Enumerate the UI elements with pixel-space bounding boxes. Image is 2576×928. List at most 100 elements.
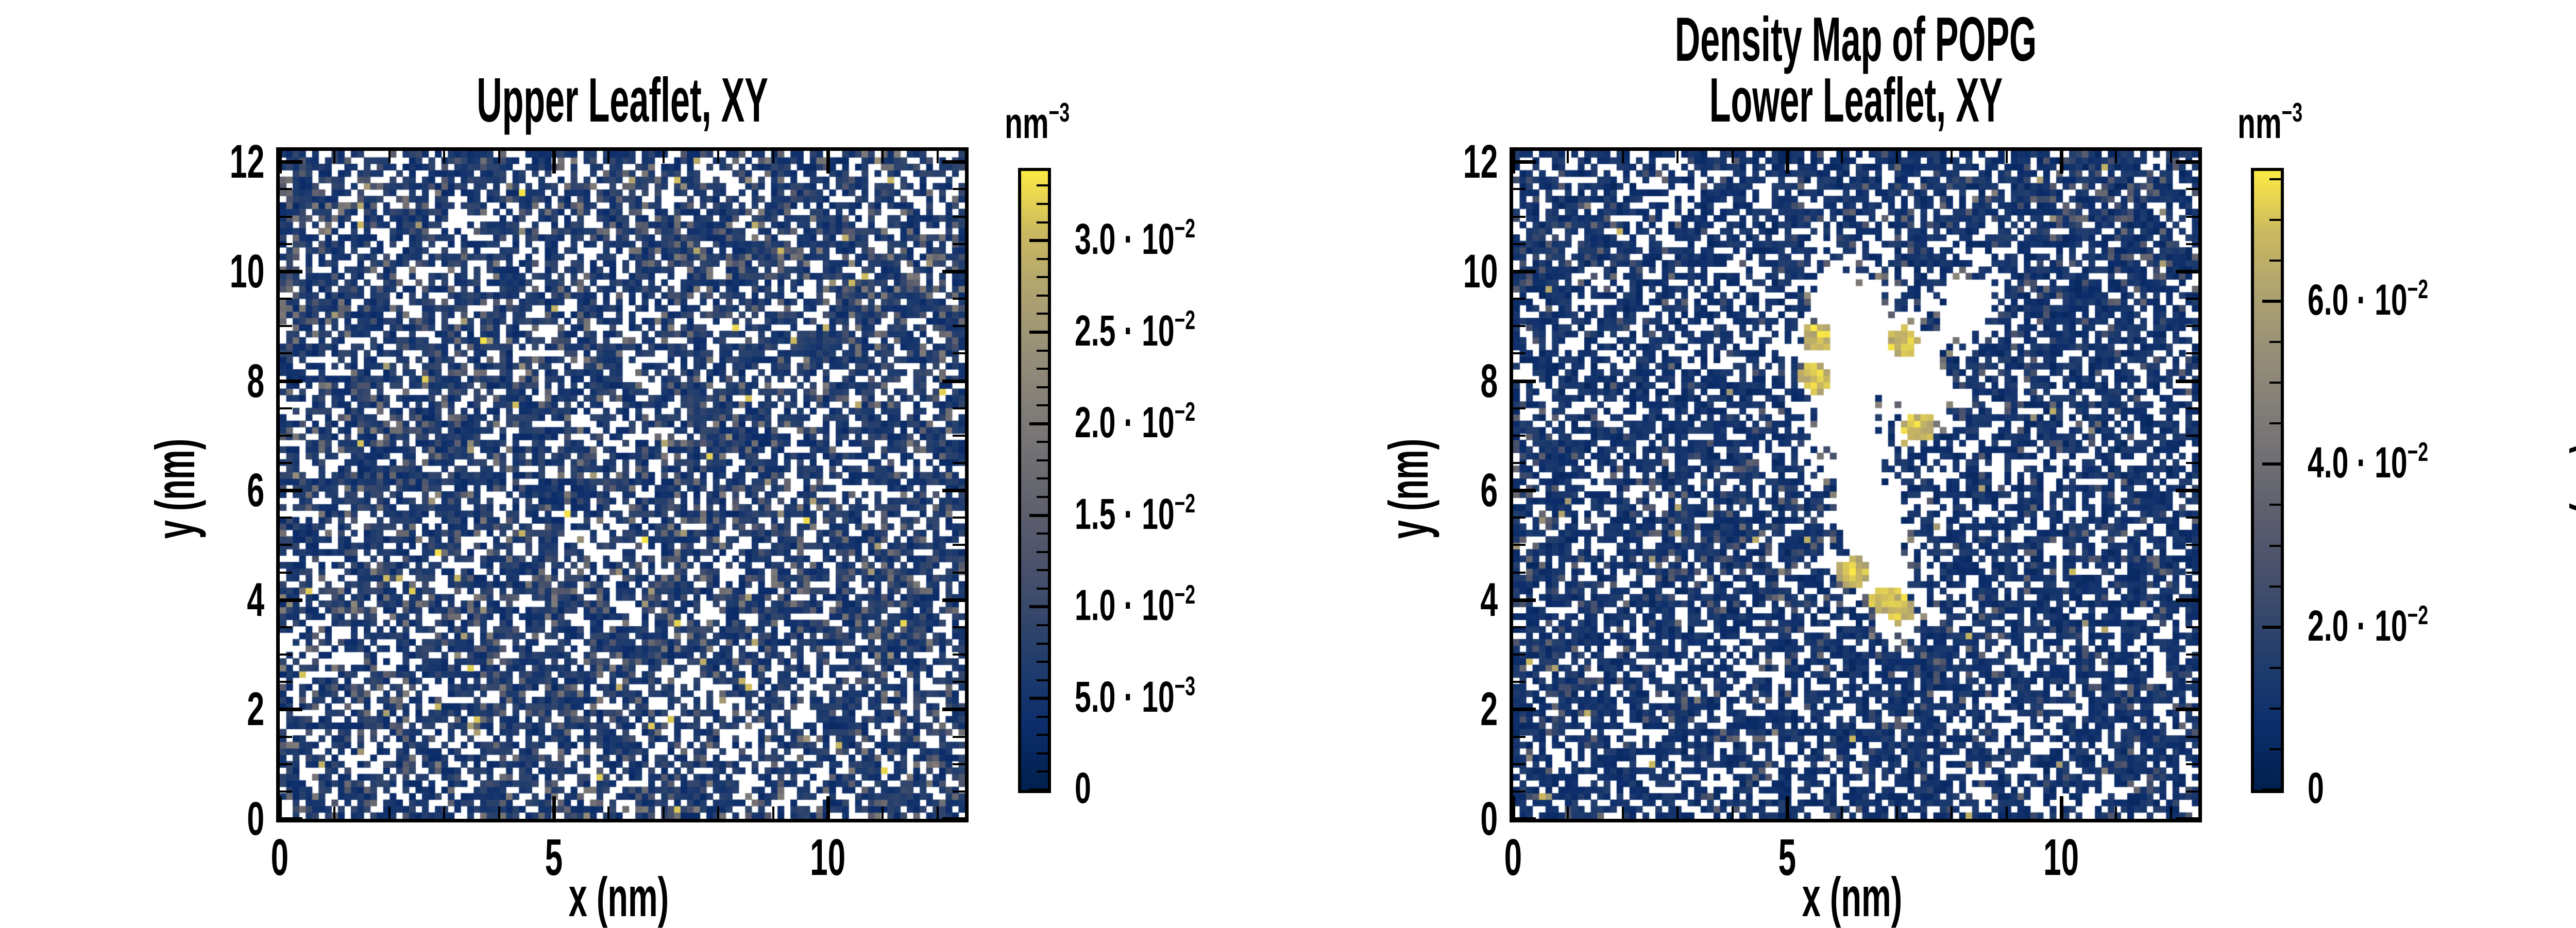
x-tick-label-text: 10 (810, 829, 846, 886)
y-major-tick (942, 160, 965, 164)
colorbar-minor-tick (1037, 368, 1048, 370)
colorbar-tick-label: 2.0 · 10−2 (2308, 600, 2576, 650)
colorbar-minor-tick (1037, 569, 1048, 571)
x-minor-tick (663, 151, 665, 163)
heatmap-canvas-upper-leaflet (280, 151, 965, 819)
y-minor-tick (2186, 544, 2198, 546)
y-major-tick (280, 379, 302, 383)
exponent: −2 (1174, 489, 1196, 519)
y-major-tick (280, 488, 302, 492)
y-major-tick (942, 817, 965, 821)
x-minor-tick (443, 806, 445, 819)
x-minor-tick (1732, 806, 1734, 819)
y-minor-tick (953, 407, 965, 409)
colorbar-minor-tick (1037, 532, 1048, 535)
axes-upper-leaflet (276, 147, 969, 822)
y-tick-label-text: 6 (1480, 464, 1498, 517)
y-minor-tick (953, 243, 965, 245)
colorbar-major-tick (2262, 626, 2281, 629)
x-minor-tick (607, 151, 609, 163)
colorbar-minor-tick (1037, 184, 1048, 186)
colorbar-unit-lower-leaflet: nm−3 (2238, 98, 2303, 147)
colorbar-unit-upper-leaflet: nm−3 (1005, 98, 1070, 147)
x-major-tick (552, 151, 556, 174)
y-major-tick (2176, 707, 2198, 711)
colorbar-tick-label-text: 2.0 · 10−2 (2308, 600, 2429, 650)
y-tick-label: 0 (2528, 454, 2576, 501)
x-tick-label: 5 (1710, 832, 1865, 883)
x-minor-tick (2115, 151, 2117, 163)
x-minor-tick (1732, 151, 1734, 163)
x-major-tick (1785, 151, 1789, 174)
colorbar-minor-tick (2269, 260, 2281, 262)
colorbar-tick-label-text: 0 (2308, 764, 2324, 812)
y-minor-tick (280, 243, 292, 245)
y-minor-tick (2186, 216, 2198, 218)
y-minor-tick (1513, 544, 1526, 546)
x-minor-tick (772, 806, 774, 819)
y-minor-tick (280, 407, 292, 409)
y-major-tick (1513, 379, 1536, 383)
x-major-tick (826, 151, 830, 174)
y-tick-label: −2 (2528, 571, 2576, 618)
x-major-tick (826, 796, 830, 819)
y-tick-label-text: 0 (247, 793, 264, 845)
colorbar-minor-tick (1037, 496, 1048, 498)
y-major-tick (2176, 598, 2198, 602)
x-minor-tick (1676, 806, 1679, 819)
y-tick-label: 8 (110, 357, 264, 405)
y-minor-tick (953, 517, 965, 519)
x-minor-tick (1676, 151, 1679, 163)
colorbar-minor-tick (2269, 708, 2281, 710)
y-minor-tick (1513, 736, 1526, 738)
colorbar-tick-label: 2.5 · 10−2 (1075, 305, 1363, 355)
y-tick-label-text: 4 (1480, 573, 1498, 626)
x-tick-label-text: 10 (2043, 829, 2079, 886)
colorbar-minor-tick (1037, 386, 1048, 388)
y-minor-tick (953, 298, 965, 300)
x-minor-tick (388, 806, 391, 819)
x-minor-tick (1622, 151, 1624, 163)
y-major-tick (280, 707, 302, 711)
x-axis-label-lower-leaflet: x (nm) (1802, 866, 1903, 928)
y-tick-label-text: 4 (247, 573, 264, 626)
x-tick-label: 10 (751, 832, 905, 883)
y-major-tick (1513, 160, 1536, 164)
colorbar-tick-label: 6.0 · 10−2 (2308, 276, 2576, 321)
panel-title-transversal: Transversal View, YZ (2451, 87, 2576, 149)
y-minor-tick (2186, 517, 2198, 519)
y-tick-label-text: 10 (1463, 245, 1498, 298)
x-major-tick (278, 796, 282, 819)
y-minor-tick (280, 462, 292, 464)
x-major-tick (2059, 151, 2063, 174)
colorbar-minor-tick (2269, 422, 2281, 424)
y-tick-label-text: 2 (247, 683, 264, 736)
y-minor-tick (280, 681, 292, 683)
x-tick-label-text: 0 (270, 829, 289, 886)
colorbar-minor-tick (1037, 276, 1048, 278)
colorbar-tick-label-text: 1.0 · 10−2 (1075, 580, 1196, 629)
colorbar-tick-label-text: 2.5 · 10−2 (1075, 305, 1196, 355)
y-minor-tick (2186, 626, 2198, 628)
y-tick-label: 12 (1343, 138, 1498, 185)
colorbar-minor-tick (1037, 203, 1048, 205)
y-minor-tick (1513, 188, 1526, 190)
colorbar-minor-tick (2269, 748, 2281, 750)
y-tick-label: 4 (110, 576, 264, 624)
x-minor-tick (717, 151, 719, 163)
x-major-tick (2059, 796, 2063, 819)
y-tick-label: 0 (110, 795, 264, 843)
colorbar-major-tick (1029, 514, 1048, 517)
y-tick-label: 8 (1343, 357, 1498, 405)
x-major-tick (1785, 796, 1789, 819)
x-minor-tick (388, 151, 391, 163)
colorbar-minor-tick (1037, 313, 1048, 315)
y-major-tick (280, 269, 302, 273)
y-tick-label: 4 (2528, 219, 2576, 267)
colorbar-minor-tick (2269, 667, 2281, 669)
y-major-tick (2176, 160, 2198, 164)
y-minor-tick (1513, 763, 1526, 765)
y-minor-tick (2186, 325, 2198, 327)
exponent: −2 (1174, 305, 1196, 336)
